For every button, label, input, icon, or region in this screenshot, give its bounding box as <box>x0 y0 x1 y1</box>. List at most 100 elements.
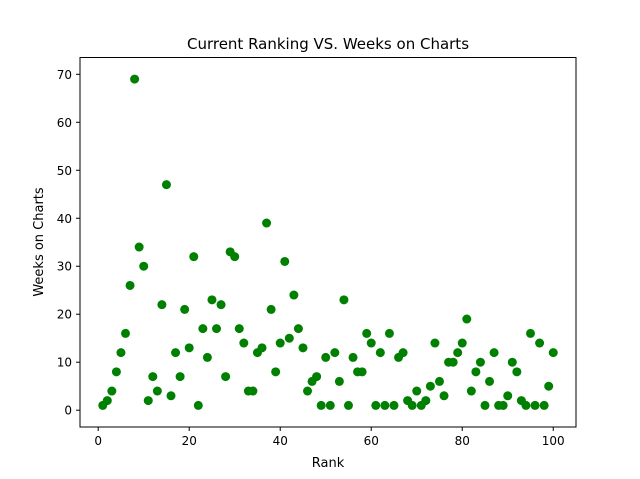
data-point <box>157 300 167 310</box>
data-point <box>548 348 558 358</box>
data-point <box>544 381 554 391</box>
y-tick-label: 20 <box>57 308 72 322</box>
y-axis-ticks: 0 10 20 30 40 50 60 70 <box>57 68 80 418</box>
data-point <box>212 324 222 334</box>
data-point <box>184 343 194 353</box>
data-point <box>280 256 290 266</box>
y-tick-label: 0 <box>64 404 72 418</box>
data-point <box>475 357 485 367</box>
y-tick-label: 40 <box>57 212 72 226</box>
data-point <box>348 352 358 362</box>
data-point <box>398 348 408 358</box>
data-point <box>125 280 135 290</box>
data-point <box>262 218 272 228</box>
data-point <box>380 400 390 410</box>
plot-frame <box>79 57 577 428</box>
data-point <box>471 367 481 377</box>
data-point <box>134 242 144 252</box>
y-tick-label: 50 <box>57 164 72 178</box>
data-point <box>453 348 463 358</box>
data-point <box>539 400 549 410</box>
data-point <box>175 372 185 382</box>
data-point <box>366 338 376 348</box>
data-point <box>121 328 131 338</box>
data-point <box>498 400 508 410</box>
data-point <box>239 338 249 348</box>
data-point <box>389 400 399 410</box>
y-tick-label: 60 <box>57 116 72 130</box>
data-point <box>207 295 217 305</box>
data-point <box>107 386 117 396</box>
data-point <box>102 396 112 406</box>
data-point <box>343 400 353 410</box>
data-point <box>289 290 299 300</box>
x-axis-label: Rank <box>312 456 345 471</box>
data-point <box>166 391 176 401</box>
data-point <box>425 381 435 391</box>
data-point <box>334 376 344 386</box>
data-point <box>193 400 203 410</box>
data-point <box>171 348 181 358</box>
data-point <box>216 300 226 310</box>
data-point <box>512 367 522 377</box>
data-point <box>507 357 517 367</box>
data-point <box>330 348 340 358</box>
data-point <box>362 328 372 338</box>
data-point <box>248 386 258 396</box>
y-tick-label: 10 <box>57 356 72 370</box>
data-point <box>525 328 535 338</box>
data-point <box>384 328 394 338</box>
data-point <box>357 367 367 377</box>
data-point <box>116 348 126 358</box>
y-tick-label: 70 <box>57 68 72 82</box>
data-point <box>130 74 140 84</box>
data-point <box>371 400 381 410</box>
data-point <box>152 386 162 396</box>
data-point <box>275 338 285 348</box>
data-point <box>430 338 440 348</box>
data-point <box>530 400 540 410</box>
x-tick-label: 80 <box>455 434 470 448</box>
data-point <box>143 396 153 406</box>
data-point <box>266 304 276 314</box>
data-point <box>303 386 313 396</box>
data-points <box>98 74 558 410</box>
data-point <box>230 252 240 262</box>
x-tick-label: 0 <box>94 434 102 448</box>
data-point <box>316 400 326 410</box>
data-point <box>421 396 431 406</box>
data-point <box>312 372 322 382</box>
data-point <box>375 348 385 358</box>
data-point <box>111 367 121 377</box>
data-point <box>180 304 190 314</box>
data-point <box>339 295 349 305</box>
data-point <box>148 372 158 382</box>
data-point <box>257 343 267 353</box>
data-point <box>298 343 308 353</box>
data-point <box>221 372 231 382</box>
data-point <box>198 324 208 334</box>
data-point <box>466 386 476 396</box>
y-axis-label: Weeks on Charts <box>32 187 47 297</box>
y-tick-label: 30 <box>57 260 72 274</box>
data-point <box>139 261 149 271</box>
data-point <box>535 338 545 348</box>
data-point <box>284 333 294 343</box>
data-point <box>448 357 458 367</box>
x-tick-label: 40 <box>273 434 288 448</box>
data-point <box>407 400 417 410</box>
chart-title: Current Ranking VS. Weeks on Charts <box>187 35 469 53</box>
data-point <box>503 391 513 401</box>
data-point <box>321 352 331 362</box>
data-point <box>161 180 171 190</box>
x-axis-ticks: 0 20 40 60 80 100 <box>94 427 565 448</box>
data-point <box>189 252 199 262</box>
data-point <box>489 348 499 358</box>
data-point <box>271 367 281 377</box>
x-tick-label: 60 <box>364 434 379 448</box>
data-point <box>480 400 490 410</box>
data-point <box>439 391 449 401</box>
data-point <box>234 324 244 334</box>
data-point <box>293 324 303 334</box>
